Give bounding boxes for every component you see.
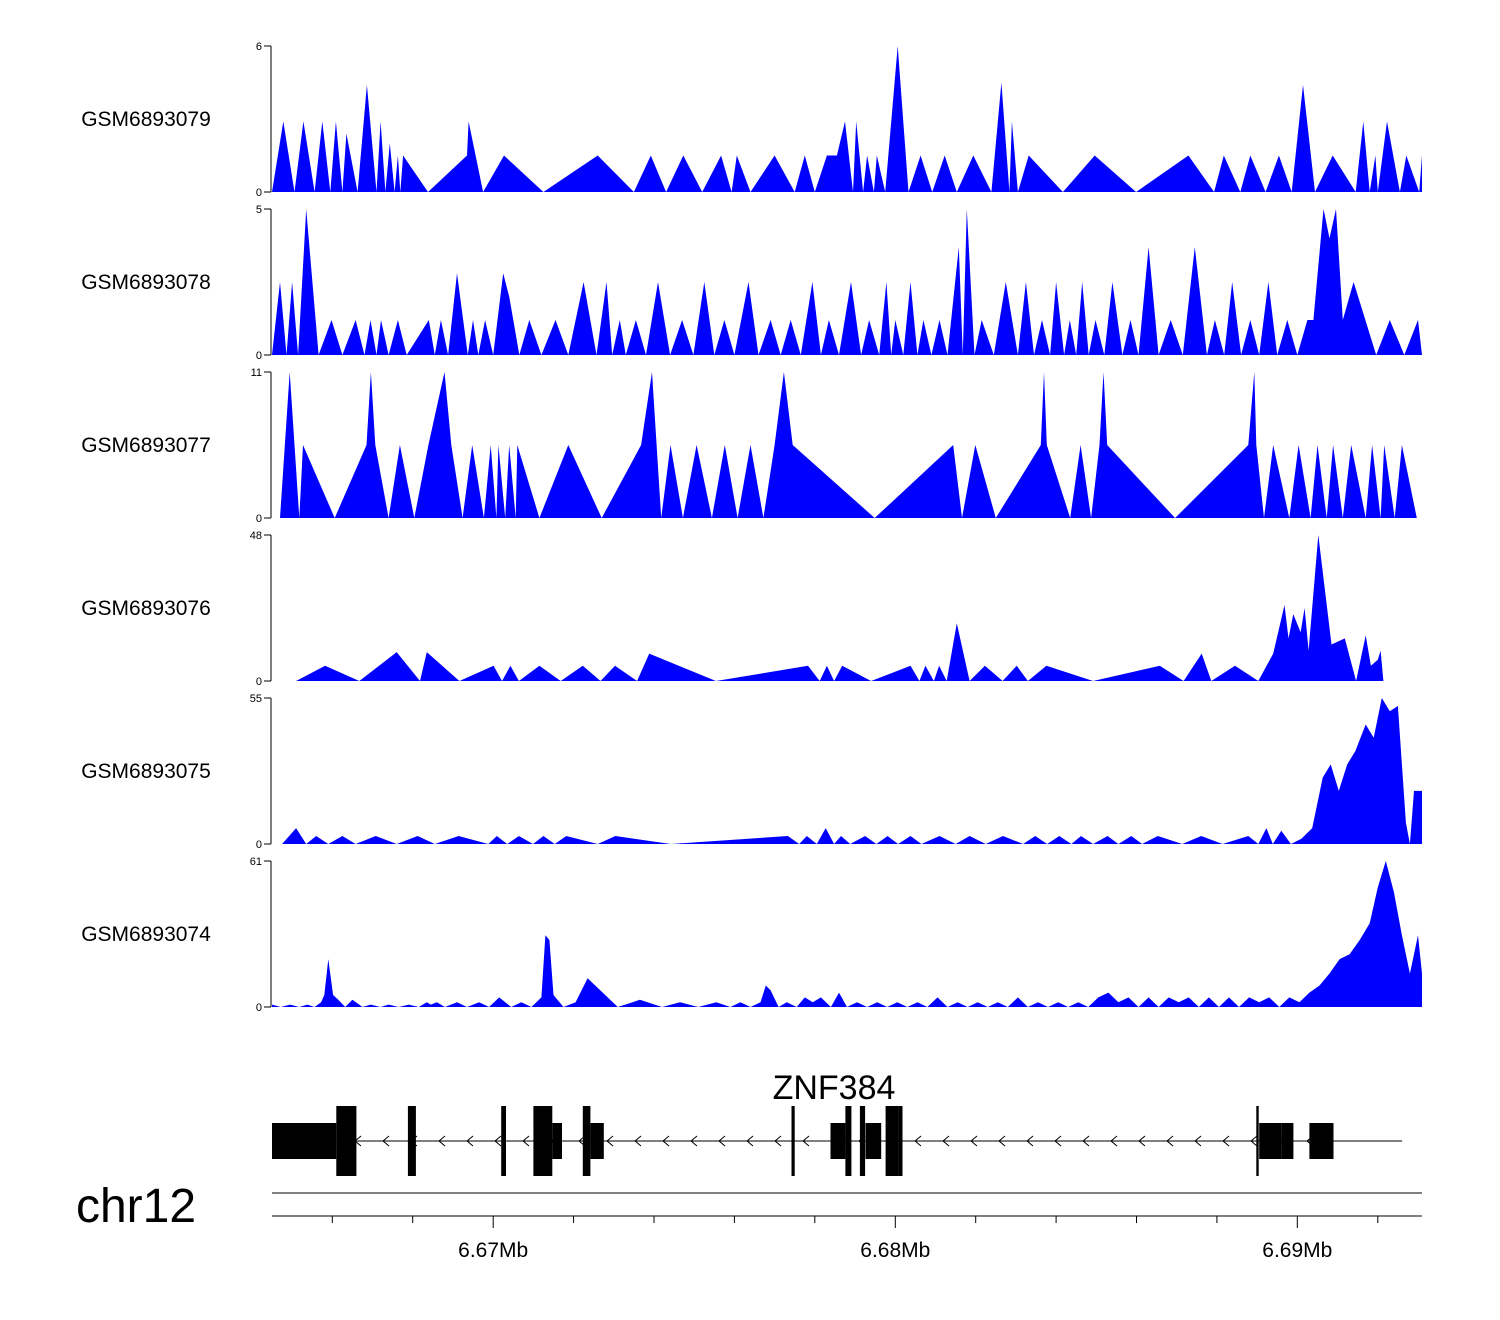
y-tick-max-label: 6 xyxy=(256,41,262,53)
track-label: GSM6893074 xyxy=(81,923,211,946)
exon xyxy=(830,1123,846,1159)
axis-tick-label: 6.68Mb xyxy=(860,1239,930,1262)
strand-arrow xyxy=(942,1135,950,1147)
track-GSM6893079: GSM6893079 0 6 xyxy=(81,41,1422,199)
strand-arrow xyxy=(802,1135,810,1147)
strand-arrow xyxy=(998,1135,1006,1147)
axis-tick-label: 6.67Mb xyxy=(458,1239,528,1262)
exon xyxy=(885,1106,899,1176)
track-label: GSM6893079 xyxy=(81,108,211,131)
exon xyxy=(865,1123,882,1159)
track-label: GSM6893075 xyxy=(81,760,211,783)
strand-arrow xyxy=(466,1135,474,1147)
strand-arrow xyxy=(494,1135,502,1147)
exon xyxy=(791,1106,795,1176)
gene-model xyxy=(272,1106,1402,1176)
strand-arrow xyxy=(1194,1135,1202,1147)
exon xyxy=(582,1106,591,1176)
track-label: GSM6893076 xyxy=(81,597,211,620)
axis-tick-label: 6.69Mb xyxy=(1262,1239,1332,1262)
y-tick-min-label: 0 xyxy=(256,676,262,688)
gene-track: ZNF384 xyxy=(272,1069,1402,1176)
y-tick-min-label: 0 xyxy=(256,1002,262,1014)
gene-label: ZNF384 xyxy=(773,1069,896,1107)
strand-arrow xyxy=(1166,1135,1174,1147)
chromosome-label: chr12 xyxy=(76,1180,196,1233)
track-GSM6893075: GSM6893075 0 55 xyxy=(81,693,1423,851)
y-tick-min-label: 0 xyxy=(256,513,262,525)
exon xyxy=(590,1123,604,1159)
exon xyxy=(1309,1123,1334,1159)
strand-arrow xyxy=(1026,1135,1034,1147)
track-GSM6893076: GSM6893076 0 48 xyxy=(81,530,1384,688)
strand-arrow xyxy=(774,1135,782,1147)
coverage-area xyxy=(272,209,1422,355)
genome-axis: chr12 6.67Mb 6.68Mb 6.69Mb xyxy=(76,1180,1422,1262)
strand-arrow xyxy=(662,1135,670,1147)
track-label: GSM6893078 xyxy=(81,271,211,294)
exon xyxy=(407,1106,416,1176)
y-tick-max-label: 5 xyxy=(256,204,262,216)
exon xyxy=(859,1106,866,1176)
exon xyxy=(272,1123,337,1159)
strand-arrow xyxy=(914,1135,922,1147)
y-tick-min-label: 0 xyxy=(256,839,262,851)
strand-arrow xyxy=(522,1135,530,1147)
coverage-area xyxy=(272,861,1422,1007)
exon xyxy=(845,1106,852,1176)
coverage-tracks: GSM689307906GSM689307805GSM6893077011GSM… xyxy=(81,41,1423,1014)
strand-arrow xyxy=(746,1135,754,1147)
track-GSM6893078: GSM6893078 0 5 xyxy=(81,204,1422,362)
y-tick-max-label: 55 xyxy=(250,693,262,705)
exon xyxy=(898,1106,903,1176)
track-GSM6893074: GSM6893074 0 61 xyxy=(81,856,1422,1014)
exon xyxy=(1259,1123,1282,1159)
strand-arrow xyxy=(718,1135,726,1147)
strand-arrow xyxy=(1054,1135,1062,1147)
coverage-area xyxy=(282,698,1423,844)
exon xyxy=(501,1106,506,1176)
strand-arrow xyxy=(1250,1135,1258,1147)
coverage-area xyxy=(272,46,1422,192)
strand-arrow xyxy=(1222,1135,1230,1147)
strand-arrow xyxy=(606,1135,614,1147)
strand-arrow xyxy=(1138,1135,1146,1147)
exon xyxy=(552,1123,562,1159)
strand-arrow xyxy=(1110,1135,1118,1147)
y-tick-min-label: 0 xyxy=(256,350,262,362)
track-GSM6893077: GSM6893077 0 11 xyxy=(81,367,1420,525)
strand-arrow xyxy=(970,1135,978,1147)
y-tick-max-label: 11 xyxy=(251,367,262,379)
coverage-area xyxy=(296,535,1384,681)
strand-arrow xyxy=(1082,1135,1090,1147)
y-tick-min-label: 0 xyxy=(256,187,262,199)
exon xyxy=(533,1106,553,1176)
strand-arrow xyxy=(690,1135,698,1147)
strand-arrow xyxy=(382,1135,390,1147)
exon xyxy=(336,1106,357,1176)
track-label: GSM6893077 xyxy=(81,434,211,457)
coverage-area xyxy=(280,372,1420,518)
strand-arrow xyxy=(634,1135,642,1147)
exon xyxy=(1281,1123,1294,1159)
exon xyxy=(1256,1106,1259,1176)
y-tick-max-label: 61 xyxy=(250,856,262,868)
strand-arrow xyxy=(438,1135,446,1147)
y-tick-max-label: 48 xyxy=(250,530,262,542)
